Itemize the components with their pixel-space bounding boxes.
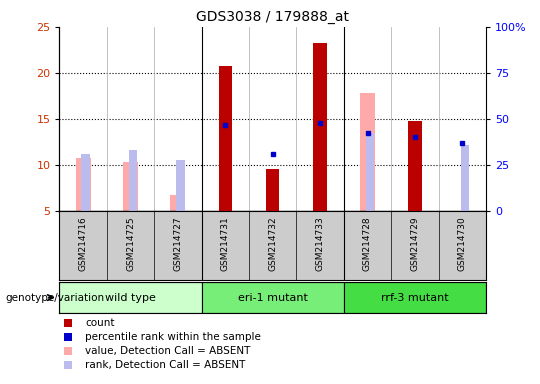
Bar	[408, 121, 422, 211]
Text: genotype/variation: genotype/variation	[5, 293, 105, 303]
Title: GDS3038 / 179888_at: GDS3038 / 179888_at	[196, 10, 349, 25]
Text: GSM214728: GSM214728	[363, 217, 372, 271]
Text: value, Detection Call = ABSENT: value, Detection Call = ABSENT	[85, 346, 251, 356]
Bar	[360, 93, 375, 211]
Bar	[129, 151, 137, 211]
Text: GSM214730: GSM214730	[458, 217, 467, 271]
Bar	[82, 154, 90, 211]
Text: rank, Detection Call = ABSENT: rank, Detection Call = ABSENT	[85, 360, 245, 370]
Bar	[201, 282, 344, 313]
Bar	[266, 169, 279, 211]
Text: GSM214729: GSM214729	[410, 217, 420, 271]
Text: eri-1 mutant: eri-1 mutant	[238, 293, 308, 303]
Text: rrf-3 mutant: rrf-3 mutant	[381, 293, 449, 303]
Bar	[344, 282, 486, 313]
Bar	[313, 43, 327, 211]
Text: GSM214716: GSM214716	[79, 217, 87, 271]
Bar	[461, 145, 469, 211]
Text: GSM214733: GSM214733	[315, 217, 325, 271]
Text: GSM214731: GSM214731	[221, 217, 230, 271]
Bar	[170, 195, 185, 211]
Bar	[76, 158, 91, 211]
Bar	[123, 162, 138, 211]
Bar	[366, 133, 374, 211]
Bar	[59, 282, 201, 313]
Text: percentile rank within the sample: percentile rank within the sample	[85, 332, 261, 342]
Text: GSM214732: GSM214732	[268, 217, 277, 271]
Text: count: count	[85, 318, 114, 328]
Text: GSM214727: GSM214727	[173, 217, 183, 271]
Text: GSM214725: GSM214725	[126, 217, 135, 271]
Bar	[176, 160, 185, 211]
Bar	[219, 66, 232, 211]
Text: wild type: wild type	[105, 293, 156, 303]
